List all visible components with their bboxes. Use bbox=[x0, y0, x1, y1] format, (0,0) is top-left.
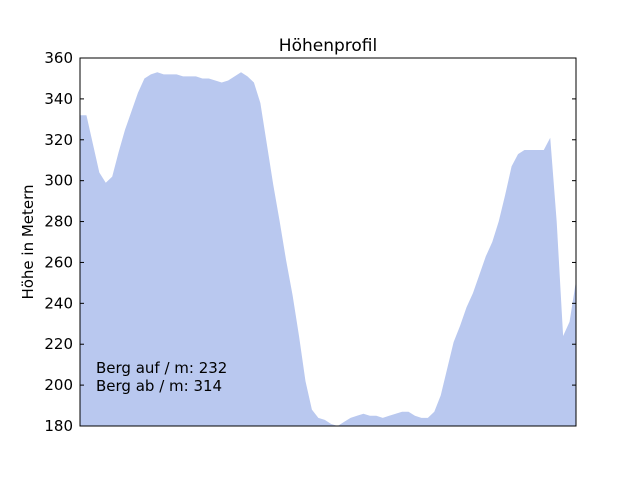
elevation-area bbox=[80, 72, 576, 426]
y-tick-label: 340 bbox=[44, 90, 73, 108]
annotation-box: Berg auf / m: 232 Berg ab / m: 314 bbox=[96, 359, 227, 395]
y-axis: 180 200 220 240 260 280 300 320 340 360 bbox=[44, 49, 576, 435]
y-tick-label: 360 bbox=[44, 49, 73, 67]
annotation-ascent: Berg auf / m: 232 bbox=[96, 359, 227, 377]
y-axis-label: Höhe in Metern bbox=[19, 184, 37, 299]
annotation-descent: Berg ab / m: 314 bbox=[96, 377, 222, 395]
y-tick-label: 200 bbox=[44, 376, 73, 394]
y-tick-label: 220 bbox=[44, 335, 73, 353]
area-series bbox=[80, 72, 576, 426]
y-tick-label: 260 bbox=[44, 253, 73, 271]
y-tick-label: 300 bbox=[44, 172, 73, 190]
plot-frame bbox=[79, 57, 577, 427]
y-tick-label: 320 bbox=[44, 131, 73, 149]
y-tick-label: 280 bbox=[44, 213, 73, 231]
chart-title: Höhenprofil bbox=[279, 36, 377, 56]
y-tick-label: 240 bbox=[44, 294, 73, 312]
y-tick-label: 180 bbox=[44, 417, 73, 435]
